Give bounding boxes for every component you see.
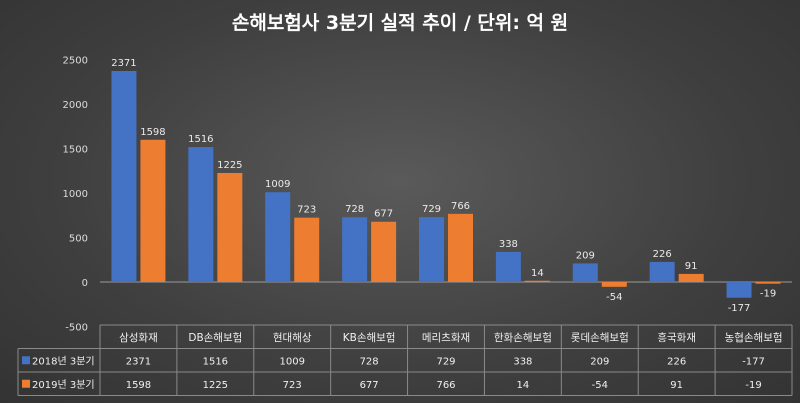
table-cell: 1009: [279, 356, 304, 367]
data-label: 209: [576, 250, 595, 261]
table-cell: 14: [517, 380, 530, 391]
category-label: 현대해상: [273, 331, 312, 344]
data-label: 1598: [140, 127, 165, 138]
data-label: 729: [422, 204, 441, 215]
data-label: -177: [728, 303, 751, 314]
bar-2019: [678, 273, 704, 282]
y-tick-label: 1000: [63, 189, 88, 200]
table-cell: 728: [360, 356, 379, 367]
y-tick-label: 2500: [63, 56, 88, 67]
legend-label: 2019년 3분기: [32, 379, 95, 391]
category-label: DB손해보험: [188, 331, 242, 344]
category-label: 메리츠화재: [422, 332, 470, 344]
table-cell: 1225: [203, 380, 228, 391]
y-tick-label: 500: [69, 234, 88, 245]
bar-2018: [265, 192, 291, 282]
bars: 2371 1516 1009 728 729 338 209 226 -177 1598 1225 7…: [111, 58, 781, 314]
data-label: 2371: [111, 58, 136, 69]
bar-2018: [726, 282, 752, 298]
bar-2019: [601, 282, 627, 287]
category-label: 한화손해보험: [494, 331, 552, 344]
data-table: 삼성화재 DB손해보험 현대해상 KB손해보험 메리츠화재 한화손해보험 롯데손해보험 흥국화…: [17, 324, 793, 396]
table-cell: -19: [745, 380, 761, 391]
table-cell: 729: [436, 356, 455, 367]
data-label: -54: [606, 292, 622, 303]
category-label: 농협손해보험: [725, 331, 783, 344]
table-cell: 91: [670, 380, 683, 391]
data-label: 677: [374, 209, 393, 220]
legend-key-2019: [22, 379, 30, 388]
table-cell: 226: [667, 356, 686, 367]
legend-key-2018: [22, 356, 30, 365]
y-tick-label: 2000: [63, 100, 88, 111]
data-label: 1516: [188, 134, 213, 145]
bar-2019: [217, 172, 243, 282]
table-cell: 723: [283, 380, 302, 391]
bar-2018: [342, 217, 368, 282]
table-cell: 338: [513, 356, 532, 367]
data-label: 338: [499, 239, 518, 250]
table-cell: 2371: [126, 356, 151, 367]
y-tick-label: 1500: [63, 145, 88, 156]
category-label: KB손해보험: [343, 331, 396, 344]
data-label: 1009: [265, 179, 290, 190]
bar-2019: [294, 217, 320, 282]
y-axis: -500 0 500 1000 1500 2000 2500: [63, 56, 792, 334]
y-tick-label: 0: [82, 278, 88, 289]
table-cell: 209: [590, 356, 609, 367]
data-label: -19: [760, 289, 776, 300]
category-label: 흥국화재: [657, 331, 696, 344]
data-label: 14: [531, 268, 544, 279]
data-label: 766: [451, 201, 470, 212]
bar-2019: [448, 213, 473, 282]
bar-2019: [371, 221, 397, 282]
data-label: 728: [345, 204, 364, 215]
data-label: 226: [653, 249, 672, 260]
data-label: 723: [297, 205, 316, 216]
table-cell: 677: [360, 380, 379, 391]
bar-2018: [649, 261, 675, 282]
y-tick-label: -500: [65, 323, 88, 334]
table-cell: 1598: [126, 380, 151, 391]
chart-title: 손해보험사 3분기 실적 추이 / 단위: 억 원: [231, 12, 569, 34]
bar-2018: [419, 217, 444, 282]
bar-2019: [524, 280, 550, 282]
bar-2018: [111, 70, 137, 282]
legend-label: 2018년 3분기: [32, 355, 95, 367]
data-label: 91: [685, 261, 698, 272]
bar-2018: [495, 251, 521, 282]
bar-2018: [188, 147, 214, 282]
table-cell: 1516: [203, 356, 228, 367]
table-cell: -177: [742, 356, 765, 367]
bar-2018: [572, 263, 598, 282]
category-label: 롯데손해보험: [571, 331, 629, 344]
bar-2019: [755, 282, 781, 284]
category-label: 삼성화재: [119, 332, 158, 344]
bar-2019: [140, 139, 166, 282]
data-label: 1225: [217, 160, 242, 171]
table-cell: 766: [436, 380, 455, 391]
table-cell: -54: [592, 380, 608, 391]
